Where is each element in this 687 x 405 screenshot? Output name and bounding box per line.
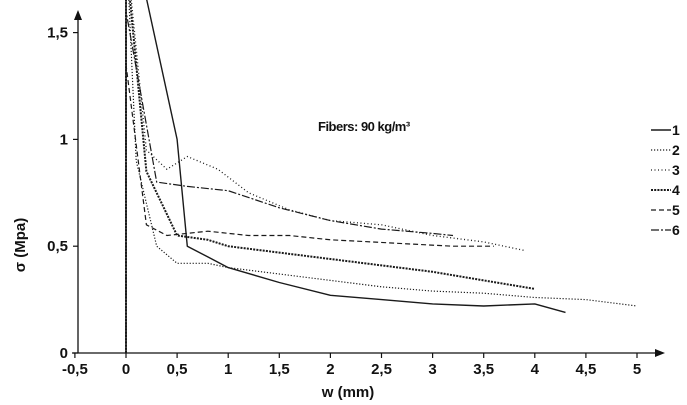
x-axis-label: w (mm)	[321, 384, 375, 401]
series-line-2	[125, 0, 638, 353]
x-tick-label: 2	[326, 361, 334, 378]
x-tick-label: 3	[428, 361, 436, 378]
series-line-6	[125, 10, 454, 353]
series-line-4	[125, 0, 535, 353]
x-tick-label: 3,5	[473, 361, 494, 378]
y-axis-arrow	[74, 10, 82, 20]
x-tick-label: 4,5	[575, 361, 596, 378]
legend-label-6: 6	[672, 222, 680, 238]
y-tick-label: 0,5	[47, 238, 68, 255]
legend-label-4: 4	[672, 182, 680, 198]
y-tick-label: 1,5	[47, 25, 68, 42]
series-line-3	[125, 0, 525, 353]
chart-annotation: Fibers: 90 kg/m³	[318, 119, 411, 134]
x-axis-arrow	[655, 349, 665, 357]
y-tick-label: 0	[60, 345, 68, 362]
legend-label-2: 2	[672, 142, 680, 158]
x-tick-label: 5	[633, 361, 641, 378]
legend-label-5: 5	[672, 202, 680, 218]
x-tick-label: 1,5	[269, 361, 290, 378]
x-tick-label: 0	[122, 361, 130, 378]
legend-label-1: 1	[672, 122, 680, 138]
axes	[72, 10, 665, 357]
series-lines	[125, 0, 638, 353]
x-tick-label: 0,5	[167, 361, 188, 378]
legend-label-3: 3	[672, 162, 680, 178]
series-line-1	[125, 0, 566, 353]
y-axis-label: σ (Mpa)	[12, 218, 29, 272]
y-tick-label: 1	[60, 131, 68, 148]
legend: 1 2 3 4 5 6	[651, 122, 680, 238]
x-tick-label: -0,5	[62, 361, 88, 378]
x-tick-label: 4	[531, 361, 540, 378]
x-tick-label: 1	[224, 361, 232, 378]
series-line-5	[125, 63, 494, 353]
x-tick-label: 2,5	[371, 361, 392, 378]
